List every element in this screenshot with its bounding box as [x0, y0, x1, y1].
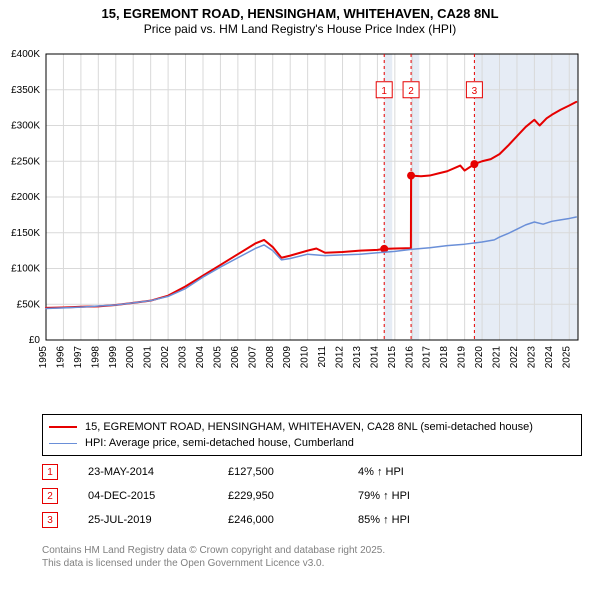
sale-delta: 85% ↑ HPI — [358, 514, 478, 526]
svg-text:£200K: £200K — [11, 192, 40, 203]
title-block: 15, EGREMONT ROAD, HENSINGHAM, WHITEHAVE… — [0, 0, 600, 37]
svg-text:2011: 2011 — [317, 346, 328, 368]
legend-label: 15, EGREMONT ROAD, HENSINGHAM, WHITEHAVE… — [85, 421, 533, 433]
svg-text:2000: 2000 — [125, 346, 136, 369]
svg-text:1: 1 — [381, 86, 387, 97]
legend-swatch — [49, 426, 77, 428]
sales-table: 1 23-MAY-2014 £127,500 4% ↑ HPI 2 04-DEC… — [42, 460, 582, 532]
svg-text:1999: 1999 — [108, 346, 119, 369]
sales-row: 2 04-DEC-2015 £229,950 79% ↑ HPI — [42, 484, 582, 508]
svg-text:£350K: £350K — [11, 85, 40, 96]
sales-row: 1 23-MAY-2014 £127,500 4% ↑ HPI — [42, 460, 582, 484]
svg-text:2004: 2004 — [195, 346, 206, 369]
attribution-line: This data is licensed under the Open Gov… — [42, 557, 582, 570]
svg-text:2013: 2013 — [352, 346, 363, 369]
legend-label: HPI: Average price, semi-detached house,… — [85, 437, 354, 449]
svg-text:2007: 2007 — [247, 346, 258, 369]
svg-text:2019: 2019 — [457, 346, 468, 369]
svg-text:1997: 1997 — [73, 346, 84, 369]
sale-price: £246,000 — [228, 514, 358, 526]
legend-box: 15, EGREMONT ROAD, HENSINGHAM, WHITEHAVE… — [42, 414, 582, 456]
svg-text:2: 2 — [408, 86, 414, 97]
attribution: Contains HM Land Registry data © Crown c… — [42, 544, 582, 570]
svg-text:2023: 2023 — [526, 346, 537, 369]
sale-marker-icon: 2 — [42, 488, 58, 504]
svg-text:2008: 2008 — [265, 346, 276, 369]
sale-marker-icon: 3 — [42, 512, 58, 528]
svg-text:2016: 2016 — [404, 346, 415, 369]
svg-text:2005: 2005 — [212, 346, 223, 369]
svg-text:2001: 2001 — [143, 346, 154, 369]
price-chart: £0£50K£100K£150K£200K£250K£300K£350K£400… — [42, 50, 582, 380]
svg-text:1996: 1996 — [55, 346, 66, 369]
svg-text:2024: 2024 — [544, 346, 555, 369]
legend-swatch — [49, 443, 77, 444]
svg-text:2002: 2002 — [160, 346, 171, 369]
sale-price: £229,950 — [228, 490, 358, 502]
svg-text:2014: 2014 — [369, 346, 380, 369]
sale-date: 04-DEC-2015 — [88, 490, 228, 502]
svg-text:2021: 2021 — [492, 346, 503, 369]
sale-date: 23-MAY-2014 — [88, 466, 228, 478]
svg-text:1995: 1995 — [38, 346, 49, 369]
svg-text:2022: 2022 — [509, 346, 520, 369]
title-sub: Price paid vs. HM Land Registry's House … — [0, 22, 600, 37]
svg-text:2009: 2009 — [282, 346, 293, 369]
svg-text:2015: 2015 — [387, 346, 398, 369]
svg-text:£100K: £100K — [11, 264, 40, 275]
sales-row: 3 25-JUL-2019 £246,000 85% ↑ HPI — [42, 508, 582, 532]
svg-text:£150K: £150K — [11, 228, 40, 239]
svg-text:2025: 2025 — [561, 346, 572, 369]
svg-text:2010: 2010 — [300, 346, 311, 369]
svg-text:£0: £0 — [29, 335, 41, 346]
svg-text:2003: 2003 — [178, 346, 189, 369]
svg-text:1998: 1998 — [90, 346, 101, 369]
sale-price: £127,500 — [228, 466, 358, 478]
legend-item-price-paid: 15, EGREMONT ROAD, HENSINGHAM, WHITEHAVE… — [49, 419, 575, 435]
svg-text:£250K: £250K — [11, 156, 40, 167]
svg-text:2006: 2006 — [230, 346, 241, 369]
svg-text:£400K: £400K — [11, 49, 40, 60]
svg-text:2012: 2012 — [335, 346, 346, 369]
title-main: 15, EGREMONT ROAD, HENSINGHAM, WHITEHAVE… — [0, 6, 600, 22]
svg-text:2020: 2020 — [474, 346, 485, 369]
chart-container: 15, EGREMONT ROAD, HENSINGHAM, WHITEHAVE… — [0, 0, 600, 590]
svg-text:3: 3 — [472, 86, 478, 97]
sale-date: 25-JUL-2019 — [88, 514, 228, 526]
svg-text:£50K: £50K — [17, 299, 41, 310]
svg-text:2017: 2017 — [422, 346, 433, 369]
attribution-line: Contains HM Land Registry data © Crown c… — [42, 544, 582, 557]
svg-text:2018: 2018 — [439, 346, 450, 369]
legend-item-hpi: HPI: Average price, semi-detached house,… — [49, 435, 575, 451]
sale-delta: 79% ↑ HPI — [358, 490, 478, 502]
sale-marker-icon: 1 — [42, 464, 58, 480]
sale-delta: 4% ↑ HPI — [358, 466, 478, 478]
svg-text:£300K: £300K — [11, 121, 40, 132]
